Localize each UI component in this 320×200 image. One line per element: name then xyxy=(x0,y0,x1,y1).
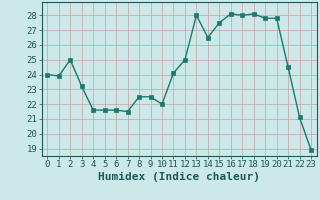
X-axis label: Humidex (Indice chaleur): Humidex (Indice chaleur) xyxy=(98,172,260,182)
